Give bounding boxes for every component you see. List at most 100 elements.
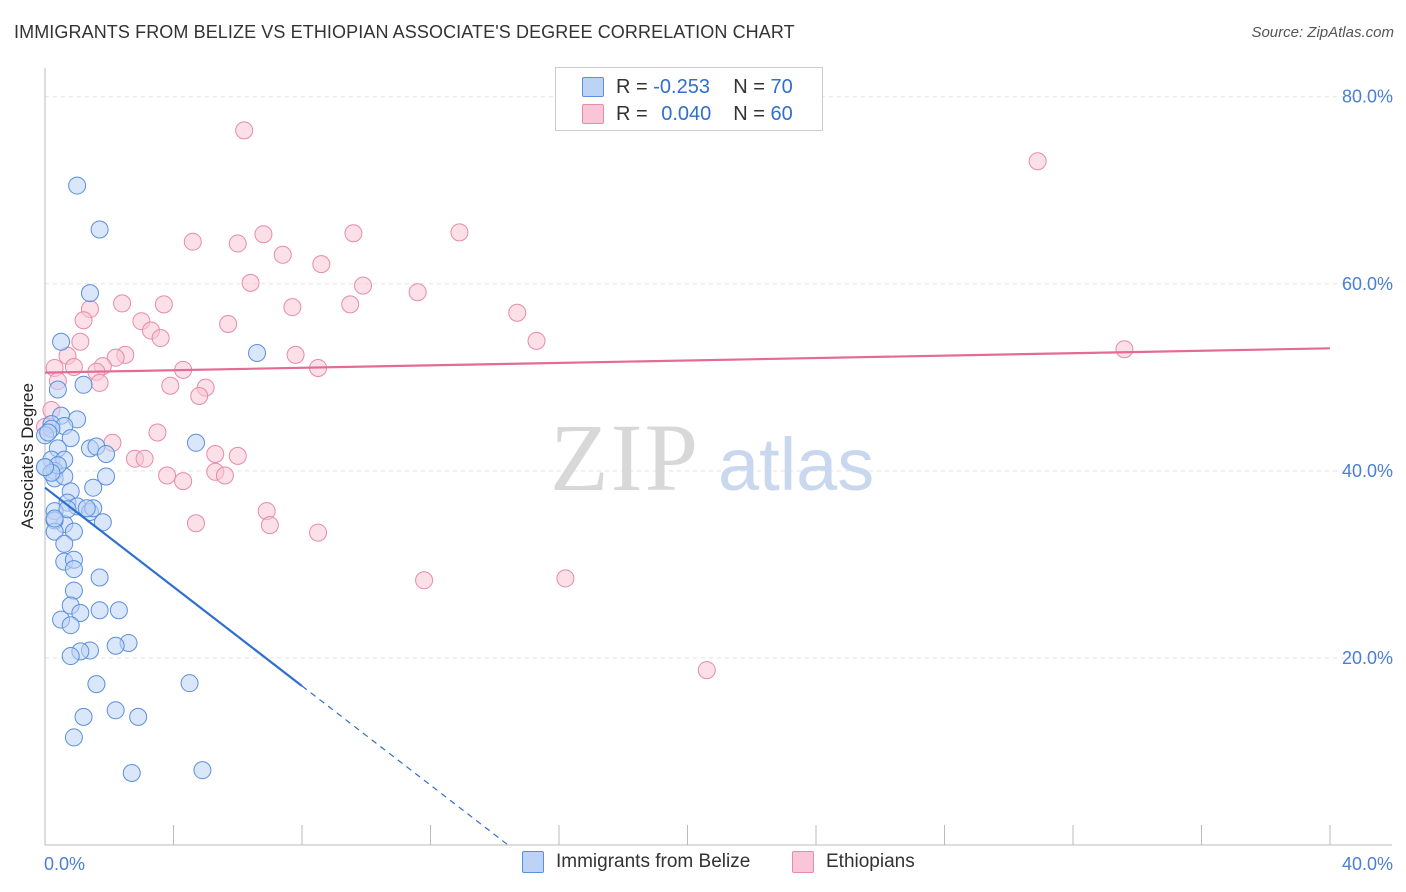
ethiopian-point bbox=[283, 298, 302, 317]
belize-point bbox=[58, 500, 77, 519]
ethiopian-point bbox=[309, 523, 328, 542]
ethiopian-point bbox=[158, 466, 177, 485]
ethiopian-point bbox=[228, 234, 247, 253]
belize-point bbox=[61, 647, 80, 666]
belize-point bbox=[64, 522, 83, 541]
ethiopian-point bbox=[415, 571, 434, 590]
chart-title: IMMIGRANTS FROM BELIZE VS ETHIOPIAN ASSO… bbox=[14, 22, 795, 42]
ethiopian-point bbox=[556, 569, 575, 588]
belize-point bbox=[87, 675, 106, 694]
watermark-zip: ZIP bbox=[550, 404, 700, 511]
bottom-legend-label-belize: Immigrants from Belize bbox=[556, 851, 751, 872]
belize-trend-line bbox=[44, 486, 303, 687]
belize-point bbox=[90, 568, 109, 587]
belize-point bbox=[77, 499, 96, 518]
legend-r-label: R = bbox=[616, 102, 654, 125]
belize-point bbox=[84, 478, 103, 497]
ethiopian-point bbox=[508, 303, 527, 322]
trend-lines bbox=[44, 347, 1331, 848]
ethiopian-point bbox=[219, 315, 238, 334]
grid-lines bbox=[45, 96, 1392, 659]
belize-point bbox=[106, 636, 125, 655]
legend-r-value-ethiopian: 0.040 bbox=[661, 102, 712, 125]
belize-series bbox=[36, 176, 267, 782]
legend-swatch-ethiopian bbox=[582, 104, 604, 124]
ethiopian-trend-line bbox=[44, 347, 1331, 374]
ethiopian-point bbox=[74, 311, 93, 330]
belize-point bbox=[52, 332, 71, 351]
ethiopian-point bbox=[174, 472, 193, 491]
belize-point bbox=[93, 513, 112, 532]
y-axis-label: Associate's Degree bbox=[18, 383, 37, 529]
belize-point bbox=[68, 176, 87, 195]
ethiopian-point bbox=[1028, 152, 1047, 171]
ethiopian-point bbox=[273, 245, 292, 264]
ethiopian-point bbox=[260, 516, 279, 535]
y-tick-label: 20.0% bbox=[1342, 648, 1393, 668]
y-tick-label: 80.0% bbox=[1342, 87, 1393, 107]
belize-point bbox=[61, 429, 80, 448]
ethiopian-point bbox=[215, 466, 234, 485]
ethiopian-point bbox=[341, 295, 360, 314]
belize-point bbox=[48, 380, 67, 399]
belize-point bbox=[109, 601, 128, 620]
belize-point bbox=[64, 581, 83, 600]
y-tick-label: 60.0% bbox=[1342, 274, 1393, 294]
ethiopian-point bbox=[154, 295, 173, 314]
ethiopian-series bbox=[36, 121, 1134, 680]
legend: R = -0.253 N = 70 R = 0.040 N = 60 bbox=[555, 67, 823, 131]
bottom-legend-belize: Immigrants from Belize bbox=[522, 851, 750, 873]
ethiopian-point bbox=[113, 294, 132, 313]
ethiopian-point bbox=[183, 232, 202, 251]
legend-r-label: R = bbox=[616, 75, 654, 98]
belize-point bbox=[186, 433, 205, 452]
legend-n-label: N = bbox=[733, 75, 771, 98]
ethiopian-point bbox=[206, 445, 225, 464]
tick-labels: 20.0% 40.0% 60.0% 80.0% 0.0% 40.0% bbox=[44, 87, 1393, 874]
x-tick-label: 40.0% bbox=[1342, 854, 1393, 874]
belize-point bbox=[45, 509, 64, 528]
belize-point bbox=[61, 616, 80, 635]
belize-point bbox=[180, 674, 199, 693]
legend-n-value-ethiopian: 60 bbox=[770, 102, 793, 125]
legend-swatch-belize bbox=[582, 77, 604, 97]
y-tick-label: 40.0% bbox=[1342, 461, 1393, 481]
belize-point bbox=[90, 220, 109, 239]
belize-point bbox=[64, 728, 83, 747]
bottom-legend-ethiopian: Ethiopians bbox=[792, 851, 915, 873]
belize-point bbox=[74, 375, 93, 394]
belize-point bbox=[36, 458, 54, 477]
belize-point bbox=[106, 701, 125, 720]
ethiopian-point bbox=[344, 224, 363, 243]
watermark-atlas: atlas bbox=[718, 423, 874, 506]
belize-trend-extension bbox=[301, 685, 512, 848]
ethiopian-point bbox=[235, 121, 254, 140]
bottom-legend-swatch-ethiopian bbox=[792, 851, 814, 873]
belize-point bbox=[74, 707, 93, 726]
ethiopian-point bbox=[135, 449, 154, 468]
legend-row-ethiopian: R = 0.040 N = 60 bbox=[582, 101, 793, 127]
ethiopian-point bbox=[527, 331, 546, 350]
belize-point bbox=[97, 467, 116, 486]
legend-n-label: N = bbox=[733, 102, 771, 125]
legend-row-belize: R = -0.253 N = 70 bbox=[582, 74, 793, 100]
ethiopian-point bbox=[228, 446, 247, 465]
ethiopian-point bbox=[90, 373, 109, 392]
belize-point bbox=[39, 423, 58, 442]
legend-r-value-belize: -0.253 bbox=[653, 75, 710, 98]
belize-point bbox=[64, 560, 83, 579]
ethiopian-point bbox=[697, 661, 716, 680]
ethiopian-point bbox=[408, 283, 427, 302]
ethiopian-point bbox=[286, 345, 305, 364]
ethiopian-point bbox=[241, 273, 260, 292]
legend-n-value-belize: 70 bbox=[770, 75, 793, 98]
ethiopian-point bbox=[186, 514, 205, 533]
chart-source: Source: ZipAtlas.com bbox=[1251, 24, 1394, 41]
ethiopian-point bbox=[450, 223, 469, 242]
ethiopian-point bbox=[254, 225, 273, 244]
belize-point bbox=[97, 445, 116, 464]
bottom-legend-label-ethiopian: Ethiopians bbox=[826, 851, 915, 872]
watermark: ZIP atlas bbox=[550, 404, 874, 511]
belize-point bbox=[129, 707, 148, 726]
